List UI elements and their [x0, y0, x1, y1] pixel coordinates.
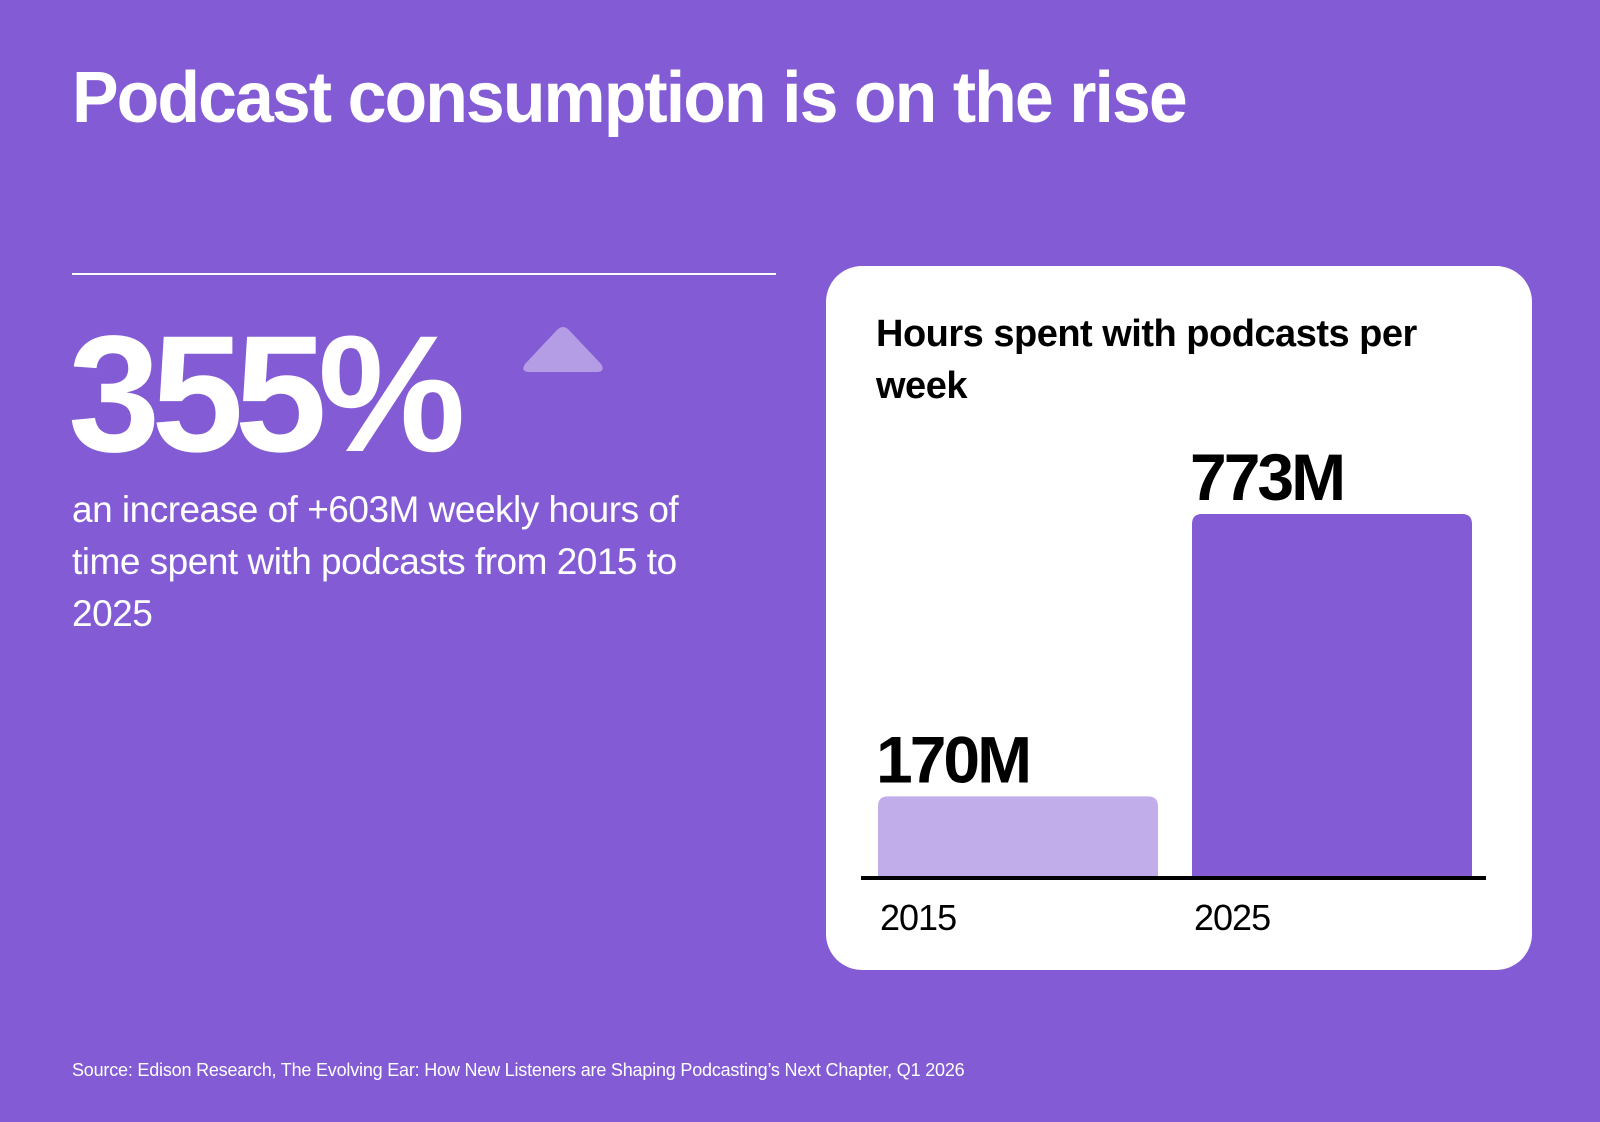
up-triangle-icon	[523, 327, 603, 372]
chart-card: Hours spent with podcasts per week 170M 2…	[826, 266, 1532, 970]
stat-description: an increase of +603M weekly hours of tim…	[72, 489, 679, 634]
x-tick-label-2015: 2015	[880, 897, 956, 938]
bar-2015	[878, 796, 1158, 876]
bar-chart: 170M 2015 773M 2025	[861, 440, 1486, 938]
big-stat-value: 355%	[68, 302, 466, 487]
divider	[72, 273, 776, 275]
data-label-2015: 170M	[876, 722, 1029, 796]
chart-title: Hours spent with podcasts per week	[876, 313, 1417, 407]
page-title: Podcast consumption is on the rise	[72, 58, 1188, 138]
source-note: Source: Edison Research, The Evolving Ea…	[72, 1060, 965, 1080]
bar-2025	[1192, 514, 1472, 876]
x-tick-label-2025: 2025	[1194, 897, 1270, 938]
data-label-2025: 773M	[1190, 440, 1343, 514]
